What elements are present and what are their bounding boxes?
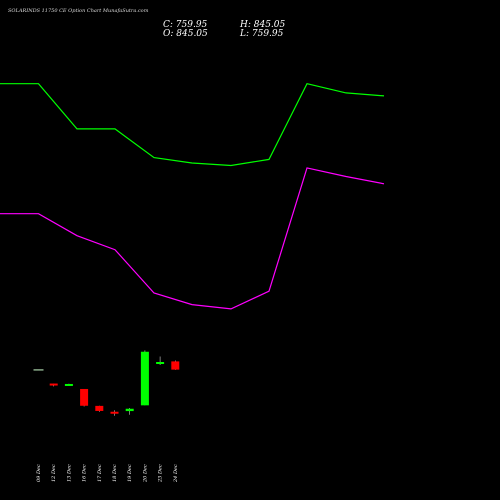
x-tick-label: 20 Dec	[142, 464, 148, 483]
lower-band-line	[0, 167, 385, 310]
chart-title: SOLARINDS 11750 CE Option Chart MunafaSu…	[8, 8, 149, 14]
x-axis-labels: 09 Dec 12 Dec 13 Dec 16 Dec 17 Dec 18 Dec 19 D…	[36, 464, 179, 483]
candle-16-dec	[80, 388, 89, 407]
x-tick-label: 13 Dec	[66, 464, 72, 482]
x-tick-label: 19 Dec	[127, 464, 133, 482]
candle-body	[140, 351, 149, 406]
x-tick-label: 09 Dec	[36, 464, 42, 482]
candle-12-dec	[49, 383, 58, 387]
candle-body	[64, 383, 73, 386]
low-price: L: 759.95	[240, 29, 284, 39]
band-lines	[0, 83, 385, 310]
candle-body	[49, 383, 58, 386]
candle-24-dec	[171, 360, 180, 370]
candle-18-dec	[110, 410, 119, 416]
x-tick-label: 16 Dec	[82, 464, 88, 482]
x-tick-label: 12 Dec	[51, 464, 57, 482]
candle-body	[171, 361, 180, 370]
candle-19-dec	[125, 408, 134, 415]
candle-body	[95, 405, 104, 411]
candle-20-dec	[140, 350, 149, 406]
x-tick-label: 24 Dec	[173, 464, 179, 483]
candle-17-dec	[95, 405, 104, 412]
candle-13-dec	[64, 383, 73, 386]
candle-body	[156, 362, 165, 364]
candle-23-dec	[156, 356, 165, 366]
x-tick-label: 17 Dec	[97, 464, 103, 482]
candle-body	[110, 411, 119, 414]
x-tick-label: 23 Dec	[158, 464, 164, 483]
open-price: O: 845.05	[163, 29, 208, 39]
x-tick-label: 18 Dec	[112, 464, 118, 482]
candle-body	[80, 388, 89, 406]
high-price: H: 845.05	[240, 20, 286, 30]
candles	[33, 350, 180, 416]
close-price: C: 759.95	[163, 20, 208, 30]
candle-body	[125, 408, 134, 412]
upper-band-line	[0, 83, 385, 167]
